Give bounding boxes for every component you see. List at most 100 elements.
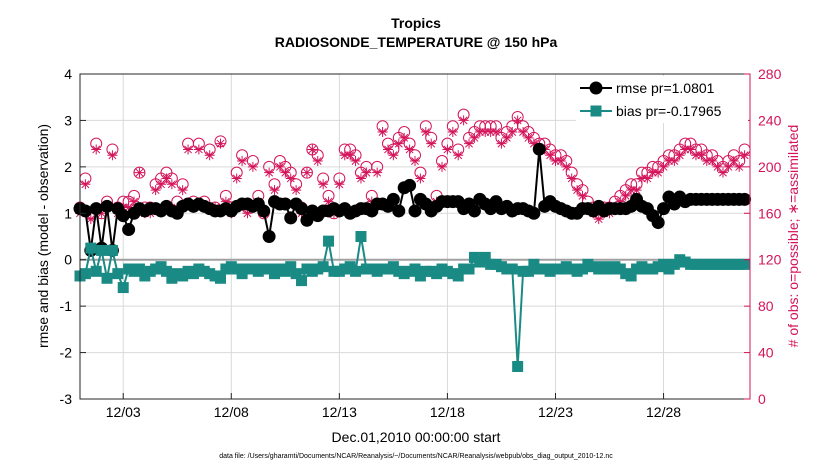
assimilated-count-marker-89	[555, 156, 566, 167]
assimilated-count-marker-81	[512, 115, 523, 126]
assimilated-count-marker-87	[545, 150, 556, 161]
bias-point-7	[112, 268, 124, 280]
rmse-point-8	[116, 209, 130, 223]
assimilated-count-marker-15	[156, 179, 167, 190]
x-tick-label-1: 12/08	[214, 404, 249, 420]
assimilated-count-marker-14	[150, 185, 161, 196]
y-tick-label-2: -1	[60, 298, 73, 314]
assimilated-count-marker-30	[237, 156, 248, 167]
rmse-point-3	[89, 202, 103, 216]
legend-rmse-label: rmse pr=1.0801	[616, 80, 715, 96]
bias-point-8	[117, 282, 129, 294]
assimilated-count-marker-27	[220, 196, 231, 207]
rmse-point-62	[408, 204, 422, 218]
assimilated-count-marker-74	[474, 127, 485, 138]
assimilated-count-marker-29	[231, 173, 242, 184]
assimilated-count-marker-61	[404, 144, 415, 155]
assimilated-count-marker-69	[447, 127, 458, 138]
rmse-point-5	[100, 199, 114, 213]
assimilated-count-marker-4	[96, 208, 107, 219]
x-axis-label: Dec.01,2010 00:00:00 start	[332, 429, 501, 445]
assimilated-count-marker-91	[566, 173, 577, 184]
assimilated-count-marker-51	[350, 156, 361, 167]
assimilated-count-marker-111	[674, 150, 685, 161]
x-axis-ticks: 12/03 12/08 12/13 12/18 12/23 12/28	[106, 393, 681, 420]
bias-point-45	[317, 261, 329, 273]
assimilated-count-marker-42	[301, 167, 312, 178]
bias-point-5	[101, 272, 113, 284]
rmse-point-59	[392, 204, 406, 218]
x-tick-label-4: 12/23	[538, 404, 573, 420]
rmse-point-41	[295, 202, 309, 216]
y-tick-label-6: 3	[64, 112, 72, 128]
y-tick-label-3: 0	[64, 252, 72, 268]
assimilated-count-marker-117	[707, 156, 718, 167]
assimilated-count-marker-58	[388, 150, 399, 161]
chart-subtitle: RADIOSONDE_TEMPERATURE @ 150 hPa	[275, 34, 558, 50]
assimilated-count-marker-57	[382, 144, 393, 155]
y2-tick-label-0: 0	[758, 391, 766, 407]
assimilated-count-marker-55	[372, 167, 383, 178]
assimilated-count-marker-37	[274, 161, 285, 172]
bias-point-46	[323, 235, 335, 247]
assimilated-count-marker-92	[572, 185, 583, 196]
y2-tick-label-4: 160	[758, 205, 782, 221]
assimilated-count-marker-109	[663, 156, 674, 167]
assimilated-count-marker-107	[653, 167, 664, 178]
assimilated-count-marker-10	[129, 196, 140, 207]
y2-tick-label-3: 120	[758, 252, 782, 268]
assimilated-count-marker-119	[717, 167, 728, 178]
legend-bias-label: bias pr=-0.17965	[616, 103, 722, 119]
legend: rmse pr=1.0801 bias pr=-0.17965	[576, 76, 748, 123]
assimilated-count-marker-78	[496, 138, 507, 149]
assimilated-count-marker-118	[712, 161, 723, 172]
assimilated-count-marker-101	[620, 190, 631, 201]
assimilated-count-marker-44	[312, 156, 323, 167]
y2-axis-ticks: 0 40 80 120 160 200 240 280	[744, 66, 782, 407]
assimilated-count-marker-16	[161, 173, 172, 184]
assimilated-count-marker-105	[642, 173, 653, 184]
assimilated-count-marker-106	[647, 167, 658, 178]
assimilated-count-marker-114	[690, 150, 701, 161]
rmse-point-107	[651, 216, 665, 230]
bias-point-52	[355, 231, 367, 242]
assimilated-count-marker-3	[91, 144, 102, 155]
bias-point-81	[512, 361, 524, 372]
x-tick-label-0: 12/03	[106, 404, 141, 420]
assimilated-count-marker-67	[437, 161, 448, 172]
y-axis-ticks: -3 -2 -1 0 1 2 3 4	[60, 66, 86, 407]
possible-count-marker-42	[300, 166, 313, 179]
y-tick-label-5: 2	[64, 159, 72, 175]
assimilated-count-marker-93	[577, 190, 588, 201]
bias-point-83	[522, 265, 534, 277]
assimilated-count-marker-32	[247, 161, 258, 172]
assimilated-count-marker-120	[723, 161, 734, 172]
bias-point-62	[409, 263, 421, 275]
assimilated-count-marker-26	[215, 138, 226, 149]
assimilated-count-marker-1	[80, 179, 91, 190]
assimilated-count-marker-121	[728, 156, 739, 167]
series-layer	[73, 142, 752, 372]
assimilated-count-marker-103	[631, 185, 642, 196]
rmse-point-9	[122, 223, 136, 237]
possible-count-marker-11	[133, 166, 146, 179]
assimilated-count-marker-96	[593, 214, 604, 225]
assimilated-count-marker-46	[323, 196, 334, 207]
rmse-point-39	[284, 211, 298, 225]
legend-bias-marker	[590, 105, 602, 117]
assimilated-count-marker-83	[523, 132, 534, 143]
assimilated-count-marker-77	[491, 127, 502, 138]
assimilated-count-marker-116	[701, 156, 712, 167]
bias-point-70	[452, 270, 464, 282]
assimilated-count-marker-11	[134, 167, 145, 178]
bias-point-80	[506, 263, 518, 275]
chart-title: Tropics	[391, 15, 441, 31]
assimilated-count-marker-19	[177, 185, 188, 196]
assimilated-count-marker-70	[453, 150, 464, 161]
legend-box	[576, 76, 748, 123]
assimilated-count-marker-113	[685, 144, 696, 155]
y-tick-label-7: 4	[64, 66, 72, 82]
bias-point-1	[79, 268, 91, 280]
assimilated-count-marker-31	[242, 208, 253, 219]
